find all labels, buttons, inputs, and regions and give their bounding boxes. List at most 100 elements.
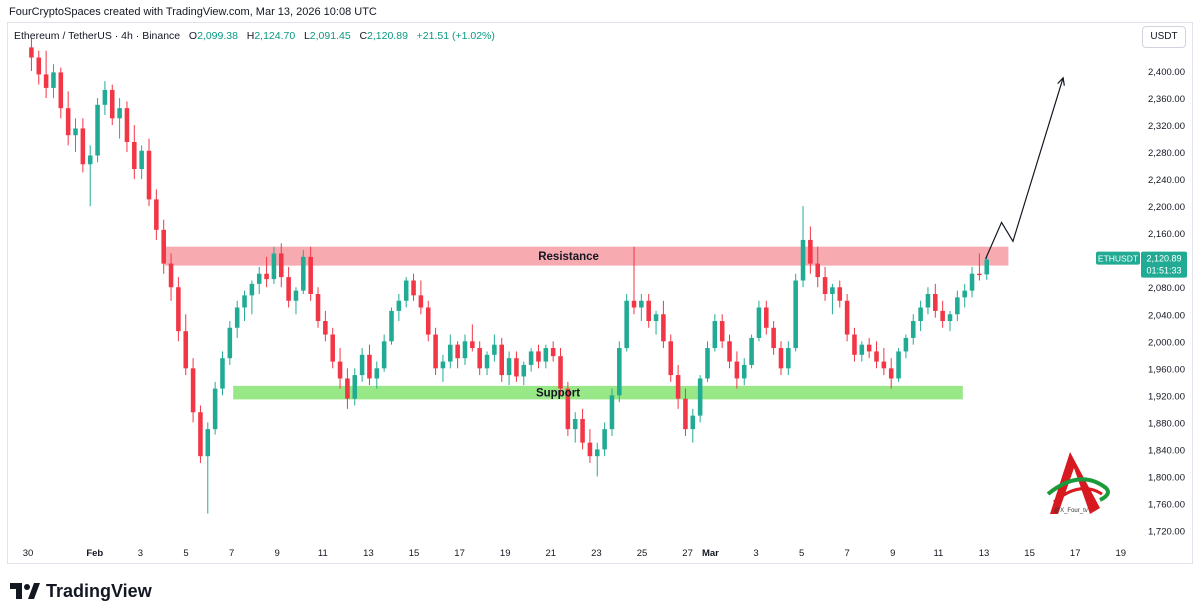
candle-body (830, 287, 835, 294)
candle-body (65, 108, 71, 136)
high-value: 2,124.70 (254, 30, 296, 42)
y-tick-label: 2,160.00 (1148, 229, 1185, 240)
x-tick-label: 11 (933, 548, 943, 559)
tradingview-logo[interactable]: TradingView (10, 580, 152, 602)
y-tick-label: 2,080.00 (1148, 283, 1185, 294)
candle-body (411, 280, 416, 296)
x-tick-label: 5 (183, 548, 188, 559)
x-tick-label: 25 (637, 548, 648, 559)
candle-body (330, 334, 335, 362)
candle-body (29, 47, 34, 58)
y-tick-label: 2,400.00 (1148, 67, 1185, 78)
resistance-label: Resistance (538, 251, 599, 263)
open-value: 2,099.38 (197, 30, 238, 42)
candle-body (323, 321, 328, 335)
y-tick-label: 2,000.00 (1148, 337, 1185, 348)
x-tick-label: 27 (682, 548, 693, 559)
candle-body (661, 314, 666, 342)
y-tick-label: 2,320.00 (1148, 121, 1185, 132)
creator-text: FourCryptoSpaces created with TradingVie… (9, 6, 377, 18)
candle-body (925, 294, 931, 308)
candle-body (264, 273, 269, 280)
candle-body (448, 344, 453, 362)
author-handle: @X_Four_tv (1054, 508, 1088, 514)
candle-body (242, 295, 247, 308)
candle-body (910, 321, 916, 338)
candle-body (852, 334, 857, 355)
candle-body (646, 300, 651, 322)
candle-body (874, 351, 879, 362)
candle-body (124, 108, 130, 142)
close-label: C (359, 30, 368, 42)
y-tick-label: 2,040.00 (1148, 310, 1185, 321)
candle-body (337, 361, 343, 379)
candle-body (668, 341, 674, 376)
candle-body (293, 290, 299, 301)
candle-body (808, 239, 813, 264)
candle-body (389, 310, 394, 342)
currency-button[interactable]: USDT (1142, 26, 1186, 48)
support-label: Support (536, 388, 580, 400)
candle-body (962, 290, 967, 298)
candle-body (528, 351, 534, 365)
candle-body (234, 307, 240, 328)
x-tick-label: 19 (1116, 548, 1127, 559)
candle-body (969, 273, 975, 291)
candle-body (51, 72, 56, 88)
candle-body (903, 337, 909, 352)
candle-body (631, 300, 637, 308)
candle-body (756, 307, 762, 338)
candle-body (594, 449, 600, 457)
candle-body (712, 321, 718, 349)
candle-body (36, 57, 42, 75)
candle-body (381, 341, 387, 369)
low-label: L (303, 30, 310, 42)
candle-body (800, 239, 806, 281)
candle-body (109, 89, 115, 119)
candle-body (396, 300, 402, 311)
price-tag-symbol: ETHUSDT (1098, 254, 1138, 264)
candle-body (492, 344, 497, 355)
candle-body (778, 348, 784, 369)
candle-body (286, 277, 291, 301)
candle-body (697, 378, 703, 416)
candle-body (315, 294, 321, 322)
candle-body (220, 358, 225, 389)
y-tick-label: 2,200.00 (1148, 202, 1185, 213)
candle-body (227, 327, 233, 359)
candle-body (87, 155, 93, 165)
support-zone (233, 385, 963, 400)
projection-arrowhead (1057, 76, 1065, 86)
y-tick-label: 2,360.00 (1148, 94, 1185, 105)
candle-body (73, 128, 78, 136)
candle-body (514, 358, 519, 377)
x-tick-label: 15 (409, 548, 420, 559)
candle-body (433, 334, 438, 369)
x-tick-label: 13 (363, 548, 374, 559)
candle-body (403, 280, 409, 301)
candle-body (80, 128, 86, 165)
candle-body (947, 314, 953, 322)
candle-body (139, 150, 144, 169)
candle-body (521, 364, 527, 377)
candle-body (271, 253, 277, 280)
x-tick-label: 3 (753, 548, 758, 559)
candle-body (609, 395, 615, 430)
candle-body (984, 259, 990, 275)
candle-body (374, 368, 380, 379)
chart-frame (7, 22, 1193, 564)
candle-body (844, 300, 850, 335)
y-tick-label: 1,840.00 (1148, 445, 1185, 456)
candle-body (587, 442, 593, 457)
candle-body (624, 300, 629, 349)
candle-body (132, 141, 137, 169)
candle-body (550, 348, 556, 357)
candle-body (477, 348, 482, 369)
x-tick-label: 17 (1070, 548, 1081, 559)
candle-body (470, 341, 475, 349)
x-tick-label: 17 (454, 548, 465, 559)
y-tick-label: 1,760.00 (1148, 499, 1185, 510)
candle-body (367, 354, 372, 379)
candle-body (462, 341, 468, 359)
